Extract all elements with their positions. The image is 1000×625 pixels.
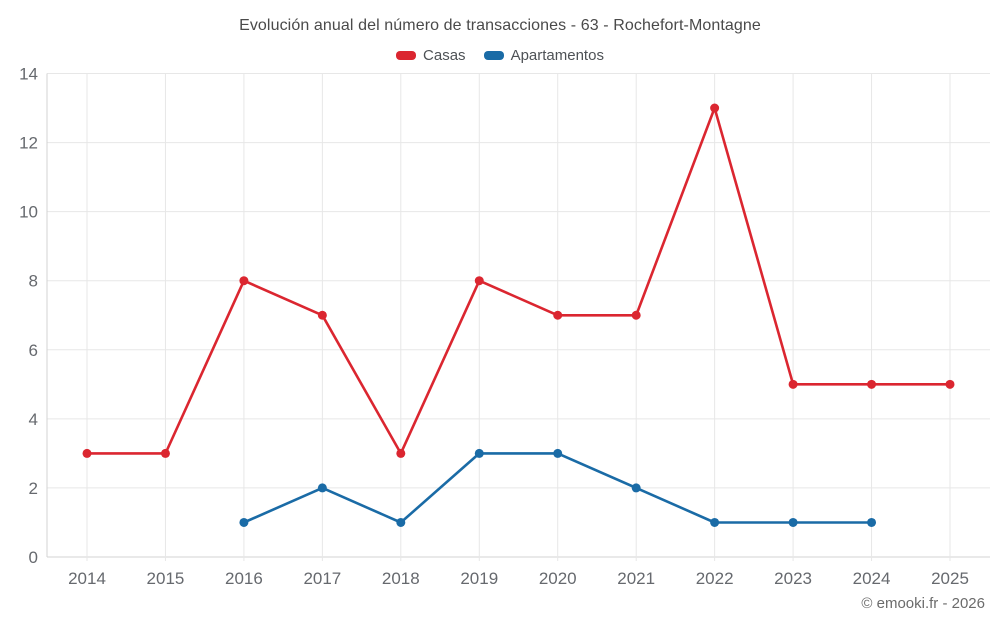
data-point-casas[interactable] — [867, 379, 877, 389]
y-axis-label: 12 — [19, 134, 38, 153]
data-point-casas[interactable] — [317, 310, 327, 320]
y-axis-label: 10 — [19, 203, 38, 222]
x-axis-label: 2020 — [539, 569, 577, 588]
x-axis-label: 2021 — [617, 569, 655, 588]
data-point-apartamentos[interactable] — [710, 517, 720, 527]
legend-swatch-casas-icon — [396, 51, 417, 60]
legend-swatch-apartamentos-icon — [483, 51, 504, 60]
y-axis-label: 6 — [29, 341, 38, 360]
chart-legend: Casas Apartamentos — [0, 47, 1000, 64]
data-point-casas[interactable] — [710, 103, 720, 113]
data-point-apartamentos[interactable] — [239, 517, 249, 527]
data-point-apartamentos[interactable] — [474, 448, 484, 458]
data-point-casas[interactable] — [82, 448, 92, 458]
data-point-casas[interactable] — [631, 310, 641, 320]
data-point-casas[interactable] — [553, 310, 563, 320]
data-point-apartamentos[interactable] — [553, 448, 563, 458]
x-axis-label: 2015 — [147, 569, 185, 588]
data-point-apartamentos[interactable] — [396, 517, 406, 527]
x-axis-label: 2016 — [225, 569, 263, 588]
legend-label-casas: Casas — [423, 47, 466, 64]
x-axis-label: 2022 — [696, 569, 734, 588]
y-axis-label: 0 — [29, 548, 38, 567]
x-axis-label: 2014 — [68, 569, 106, 588]
legend-item-apartamentos[interactable]: Apartamentos — [483, 47, 604, 64]
chart-title: Evolución anual del número de transaccio… — [239, 17, 761, 34]
series-line-casas — [85, 106, 952, 455]
data-point-casas[interactable] — [239, 276, 249, 286]
legend-item-casas[interactable]: Casas — [396, 47, 466, 64]
data-point-casas[interactable] — [474, 276, 484, 286]
y-axis-label: 2 — [29, 479, 38, 498]
y-axis-label: 4 — [29, 410, 38, 429]
x-axis-label: 2018 — [382, 569, 420, 588]
x-axis-label: 2025 — [931, 569, 969, 588]
data-point-casas[interactable] — [945, 379, 955, 389]
x-axis-label: 2023 — [774, 569, 812, 588]
x-axis-label: 2017 — [303, 569, 341, 588]
data-point-casas[interactable] — [396, 448, 406, 458]
y-axis-label: 8 — [29, 272, 38, 291]
y-axis-label: 14 — [19, 65, 38, 84]
data-point-apartamentos[interactable] — [867, 517, 877, 527]
legend-label-apartamentos: Apartamentos — [510, 47, 604, 64]
data-point-apartamentos[interactable] — [788, 517, 798, 527]
x-axis-label: 2024 — [853, 569, 891, 588]
attribution: © emooki.fr - 2026 — [861, 595, 985, 612]
data-point-apartamentos[interactable] — [631, 483, 641, 493]
x-axis-label: 2019 — [460, 569, 498, 588]
data-point-apartamentos[interactable] — [317, 483, 327, 493]
data-point-casas[interactable] — [160, 448, 170, 458]
data-point-casas[interactable] — [788, 379, 798, 389]
